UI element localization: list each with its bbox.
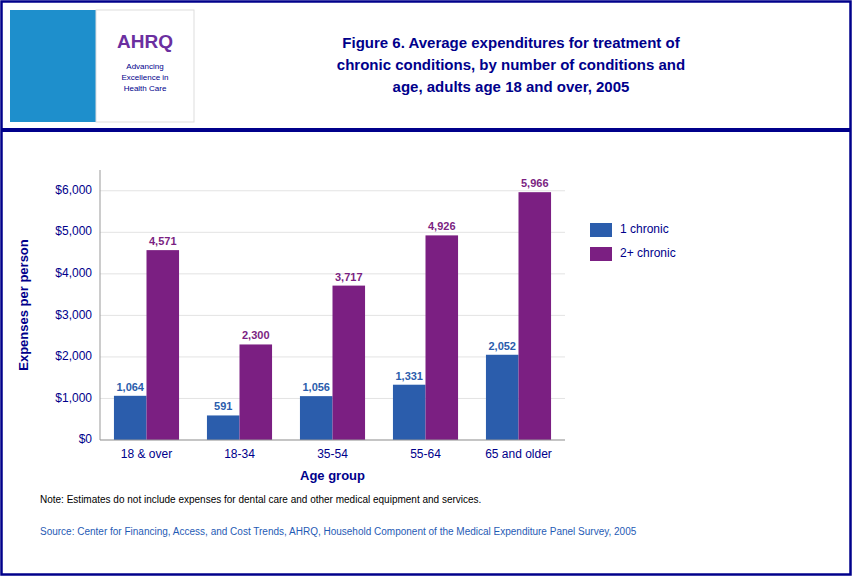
y-tick-label: $6,000 [55, 183, 92, 197]
y-tick-label: $0 [79, 432, 93, 446]
data-label: 2,052 [488, 340, 516, 352]
y-tick-label: $2,000 [55, 349, 92, 363]
bar [426, 235, 459, 440]
logo-text: AHRQ [117, 31, 173, 52]
title-line: age, adults age 18 and over, 2005 [393, 78, 630, 95]
data-label: 3,717 [335, 271, 363, 283]
y-axis-label: Expenses per person [16, 239, 31, 371]
bar [519, 192, 552, 440]
bar [147, 250, 180, 440]
data-label: 591 [214, 400, 232, 412]
x-axis-label: Age group [300, 468, 365, 483]
data-label: 4,571 [149, 235, 177, 247]
source: Source: Center for Financing, Access, an… [40, 526, 637, 537]
legend-swatch [590, 223, 612, 237]
legend-label: 1 chronic [620, 222, 669, 236]
data-label: 1,056 [302, 381, 330, 393]
legend-swatch [590, 247, 612, 261]
title-line: chronic conditions, by number of conditi… [337, 56, 685, 73]
x-tick-label: 35-54 [317, 447, 348, 461]
bar [240, 344, 273, 440]
logo-box [96, 10, 194, 122]
chart-container: AHRQ Advancing Excellence in Health Care Fig… [0, 0, 852, 576]
x-axis-line [100, 440, 565, 441]
header-rule [2, 128, 850, 132]
data-label: 2,300 [242, 329, 270, 341]
bar [393, 385, 426, 440]
bar [300, 396, 333, 440]
data-label: 1,064 [116, 381, 144, 393]
logo-block [10, 10, 96, 122]
bars [114, 192, 551, 440]
logo-subtext-line: Excellence in [121, 73, 168, 82]
x-tick-label: 55-64 [410, 447, 441, 461]
background [0, 0, 852, 576]
x-tick-label: 18-34 [224, 447, 255, 461]
data-label: 4,926 [428, 220, 456, 232]
legend: 1 chronic 2+ chronic [590, 222, 676, 261]
data-label: 5,966 [521, 177, 549, 189]
y-axis-line [100, 170, 101, 440]
x-tick-label: 18 & over [121, 447, 172, 461]
logo-subtext: Advancing Excellence in Health Care [121, 62, 168, 93]
bar [333, 286, 366, 440]
chart-svg: AHRQ Advancing Excellence in Health Care Fig… [0, 0, 852, 576]
bar [207, 415, 240, 440]
grid-line [100, 232, 565, 233]
y-tick-label: $1,000 [55, 391, 92, 405]
y-tick-label: $3,000 [55, 308, 92, 322]
note: Note: Estimates do not include expenses … [40, 494, 481, 505]
y-tick-label: $5,000 [55, 224, 92, 238]
y-tick-label: $4,000 [55, 266, 92, 280]
bar [114, 396, 147, 440]
title: Figure 6. Average expenditures for treat… [337, 34, 685, 95]
grid-line [100, 190, 565, 191]
border [2, 2, 851, 575]
bar [486, 355, 519, 440]
logo-subtext-line: Health Care [124, 84, 167, 93]
data-labels: 1,064 591 1,056 1,331 2,052 4,571 2,300 3,717 4,… [116, 177, 548, 412]
grid-line [100, 440, 565, 441]
legend-label: 2+ chronic [620, 246, 676, 260]
data-label: 1,331 [395, 370, 423, 382]
x-tick-label: 65 and older [485, 447, 552, 461]
title-line: Figure 6. Average expenditures for treat… [342, 34, 680, 51]
logo-subtext-line: Advancing [126, 62, 163, 71]
